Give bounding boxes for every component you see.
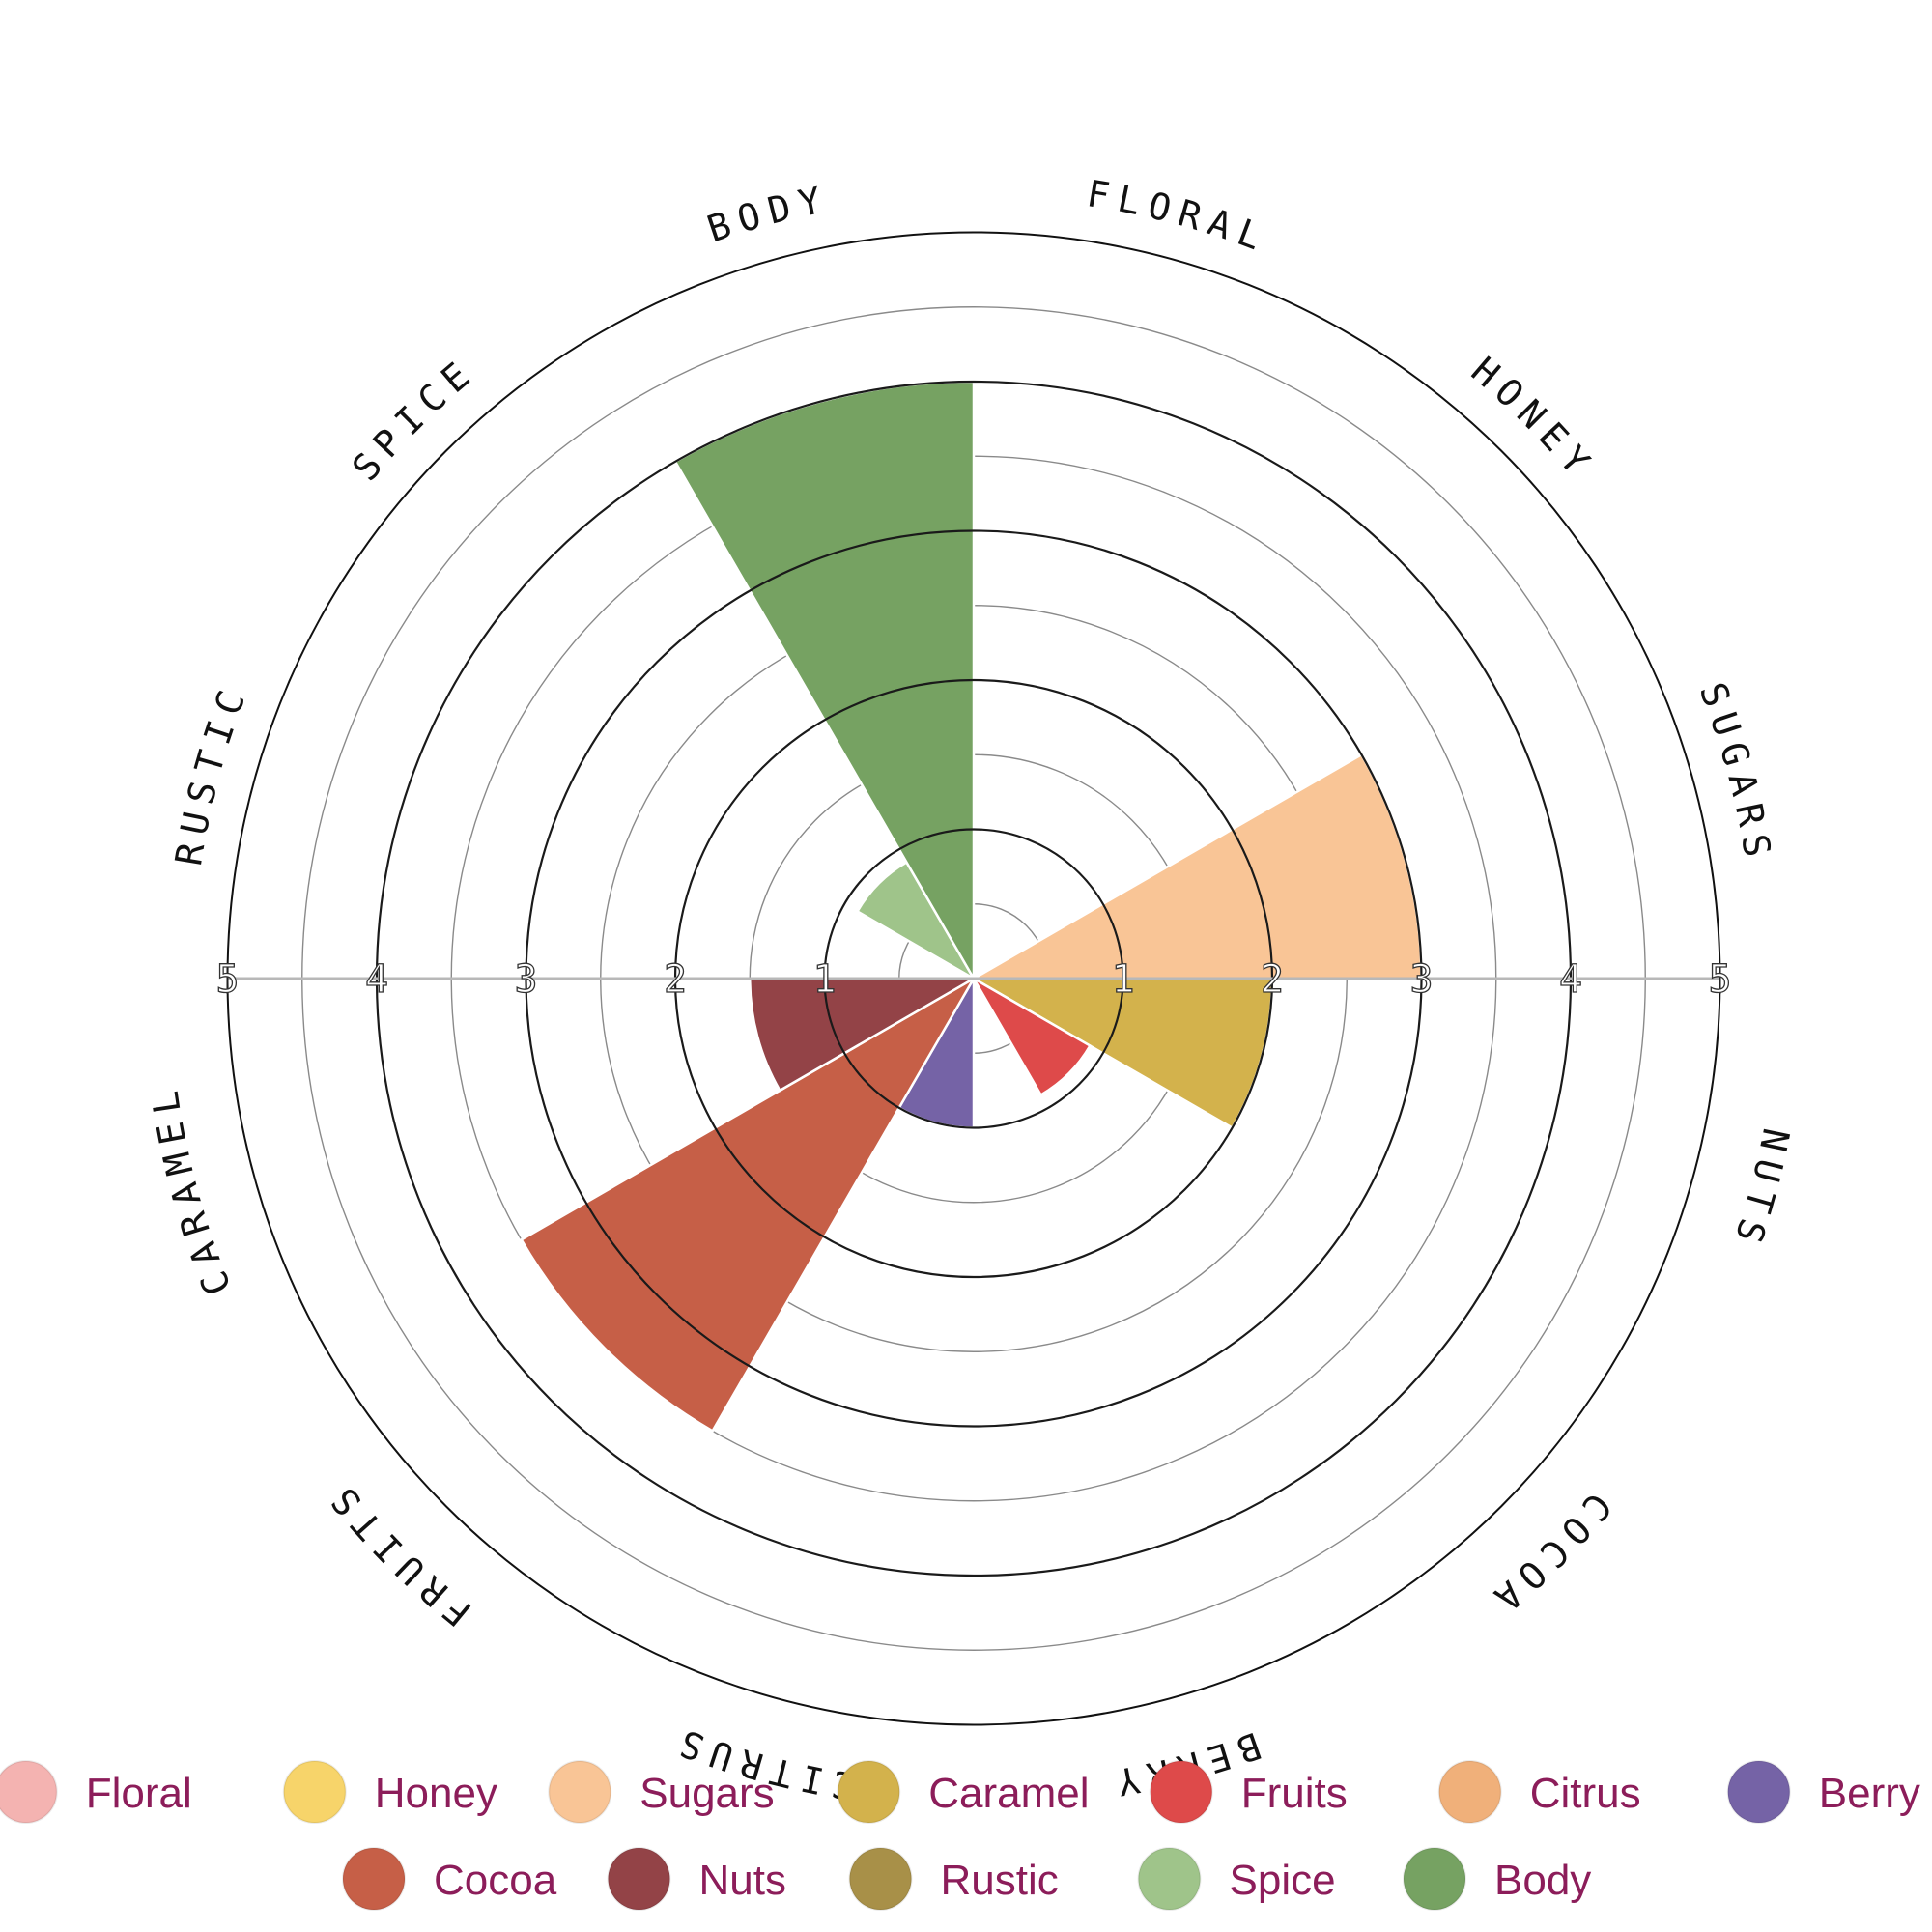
legend-swatch-body <box>1403 1847 1466 1911</box>
legend-item-rustic: Rustic <box>848 1847 1059 1911</box>
sector-cocoa <box>519 975 978 1434</box>
category-label-body: BODY <box>702 178 834 251</box>
legend-label-cocoa: Cocoa <box>434 1857 557 1904</box>
tick-label-left-4: 4 <box>365 957 388 1002</box>
category-label-spice: SPICE <box>344 349 484 489</box>
axis-tick-labels: 1 1 2 2 3 3 4 4 5 5 <box>215 956 1732 1002</box>
legend-swatch-spice <box>1137 1847 1202 1911</box>
legend-item-body: Body <box>1403 1847 1591 1911</box>
sector-body <box>673 380 976 983</box>
legend-swatch-rustic <box>848 1847 913 1911</box>
legend-swatch-floral <box>0 1760 58 1824</box>
legend-swatch-berry <box>1726 1760 1791 1824</box>
tick-label-right-1: 1 <box>1111 957 1134 1002</box>
legend-label-fruits: Fruits <box>1241 1770 1348 1817</box>
category-label-floral: FLORAL <box>1084 172 1275 261</box>
legend-item-spice: Spice <box>1137 1847 1336 1911</box>
sector-fruits <box>970 975 1093 1097</box>
legend-swatch-honey <box>282 1760 347 1824</box>
tick-label-left-2: 2 <box>664 957 687 1002</box>
axis-lines <box>226 963 1721 994</box>
category-label-nuts: NUTS <box>1724 1124 1798 1256</box>
category-label-sugars: SUGARS <box>1691 677 1780 868</box>
tick-label-left-3: 3 <box>514 957 537 1002</box>
tick-label-left-5: 5 <box>215 957 239 1002</box>
legend-swatch-sugars <box>548 1760 612 1824</box>
category-label-honey: HONEY <box>1463 349 1604 489</box>
legend-swatch-fruits <box>1149 1760 1213 1824</box>
tick-label-left-1: 1 <box>812 957 836 1002</box>
tick-label-right-4: 4 <box>1559 957 1582 1002</box>
legend-item-citrus: Citrus <box>1437 1760 1641 1824</box>
sector-nuts <box>748 977 979 1093</box>
legend-item-sugars: Sugars <box>548 1760 775 1824</box>
legend-label-caramel: Caramel <box>928 1770 1089 1817</box>
legend-item-caramel: Caramel <box>837 1760 1090 1824</box>
legend-label-nuts: Nuts <box>699 1857 786 1904</box>
chart-sectors <box>519 380 1423 1434</box>
tick-label-right-2: 2 <box>1261 957 1284 1002</box>
legend: Floral Honey Sugars Caramel Fruits Citrus Berr… <box>0 1760 1920 1911</box>
category-label-caramel: CARAMEL <box>143 1080 241 1301</box>
legend-label-spice: Spice <box>1230 1857 1336 1904</box>
legend-swatch-cocoa <box>342 1847 406 1911</box>
legend-item-nuts: Nuts <box>607 1847 786 1911</box>
legend-label-honey: Honey <box>375 1770 497 1817</box>
tick-label-right-5: 5 <box>1708 957 1731 1002</box>
legend-label-berry: Berry <box>1819 1770 1920 1817</box>
legend-label-rustic: Rustic <box>941 1857 1059 1904</box>
legend-label-citrus: Citrus <box>1530 1770 1641 1817</box>
legend-item-berry: Berry <box>1726 1760 1920 1824</box>
legend-item-cocoa: Cocoa <box>342 1847 557 1911</box>
category-label-fruits: FRUITS <box>318 1473 480 1635</box>
legend-label-body: Body <box>1494 1857 1591 1904</box>
legend-item-floral: Floral <box>0 1760 192 1824</box>
category-label-rustic: RUSTIC <box>167 677 256 868</box>
legend-swatch-caramel <box>837 1760 901 1824</box>
tick-label-right-3: 3 <box>1409 957 1433 1002</box>
legend-item-fruits: Fruits <box>1149 1760 1348 1824</box>
legend-label-sugars: Sugars <box>639 1770 774 1817</box>
legend-item-honey: Honey <box>282 1760 497 1824</box>
legend-label-floral: Floral <box>86 1770 192 1817</box>
legend-swatch-citrus <box>1437 1760 1502 1824</box>
legend-swatch-nuts <box>607 1847 671 1911</box>
sector-sugars <box>969 753 1423 980</box>
